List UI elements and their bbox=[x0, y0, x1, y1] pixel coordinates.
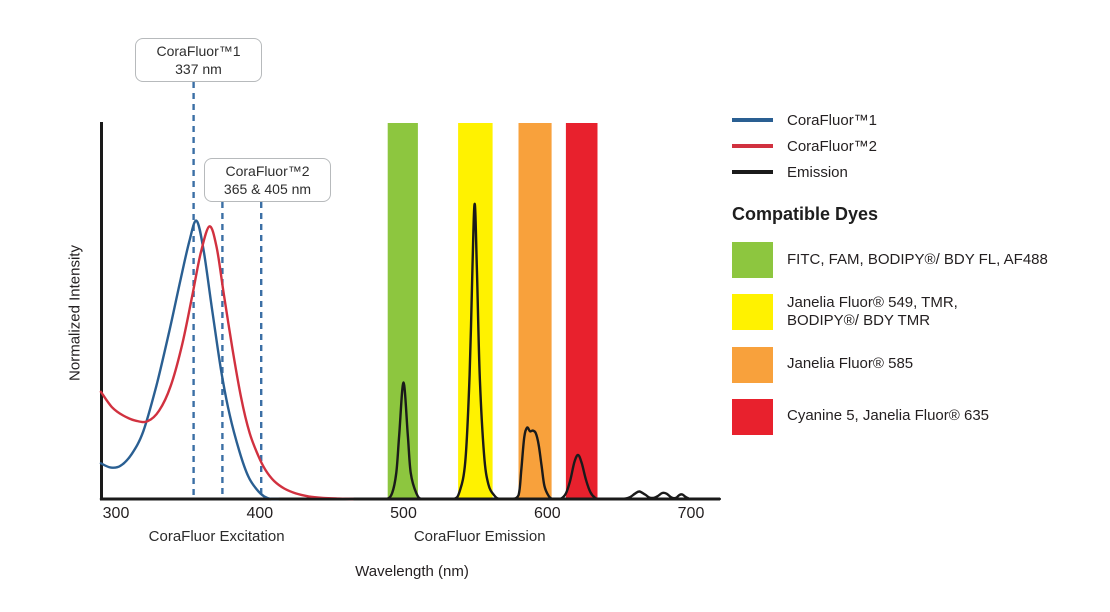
x-axis-label: Wavelength (nm) bbox=[355, 563, 469, 580]
legend-label: Emission bbox=[787, 163, 848, 181]
dye-label-line: Cyanine 5, Janelia Fluor® 635 bbox=[787, 407, 990, 425]
dye-label: Cyanine 5, Janelia Fluor® 635 bbox=[787, 407, 989, 425]
plot-area bbox=[99, 82, 721, 501]
dye-label-line: FITC, FAM, BODIPY®/ BDY FL, AF488 bbox=[787, 250, 1048, 268]
excitation-section-label: CoraFluor Excitation bbox=[148, 528, 285, 545]
legend-item-corafluor2: CoraFluor™2 bbox=[732, 135, 1104, 157]
filter-band bbox=[387, 123, 418, 499]
compatible-dyes-heading: Compatible Dyes bbox=[732, 204, 879, 224]
green-filter-swatch bbox=[732, 242, 773, 278]
callout-corafluor1-337nm: CoraFluor™1 337 nm bbox=[135, 38, 262, 82]
dye-label: Janelia Fluor® 585 bbox=[787, 355, 913, 373]
filter-band bbox=[458, 123, 493, 499]
legend-label: CoraFluor™2 bbox=[787, 137, 878, 155]
legend-panel: CoraFluor™1 CoraFluor™2 Emission Compati… bbox=[732, 109, 1104, 451]
corafluor2-line-swatch bbox=[732, 144, 773, 148]
callout-value: 337 nm bbox=[175, 61, 222, 77]
yellow-filter-swatch bbox=[732, 294, 773, 331]
series-curve-0 bbox=[99, 219, 280, 501]
emission-section-label: CoraFluor Emission bbox=[413, 528, 546, 545]
red-filter-swatch bbox=[732, 398, 773, 435]
x-tick-label: 300 bbox=[102, 505, 130, 522]
y-axis-label: Normalized Intensity bbox=[66, 245, 84, 381]
callout-title: CoraFluor™2 bbox=[225, 162, 310, 179]
dye-label-line: Janelia Fluor® 549, TMR, bbox=[787, 294, 958, 311]
callout-value: 365 & 405 nm bbox=[223, 181, 312, 197]
orange-filter-swatch bbox=[732, 346, 773, 383]
legend-item-emission: Emission bbox=[732, 161, 1104, 183]
legend-label: CoraFluor™1 bbox=[787, 111, 878, 129]
x-tick-label: 400 bbox=[246, 505, 274, 522]
callout-corafluor2-365-405nm: CoraFluor™2 365 & 405 nm bbox=[204, 158, 331, 202]
callout-title: CoraFluor™1 bbox=[156, 42, 241, 59]
x-tick-label: 700 bbox=[677, 505, 705, 522]
x-tick-label: 500 bbox=[390, 505, 417, 522]
dye-item-green: FITC, FAM, BODIPY®/ BDY FL, AF488 bbox=[732, 242, 1104, 278]
emission-line-swatch bbox=[732, 170, 773, 174]
legend-item-corafluor1: CoraFluor™1 bbox=[732, 109, 1104, 131]
dye-item-orange: Janelia Fluor® 585 bbox=[732, 346, 1104, 383]
dye-label: Janelia Fluor® 549, TMR, BODIPY®/ BDY TM… bbox=[787, 294, 958, 331]
series-curve-1 bbox=[99, 225, 355, 501]
dye-item-red: Cyanine 5, Janelia Fluor® 635 bbox=[732, 398, 1104, 435]
filter-band bbox=[565, 123, 598, 499]
x-tick-label: 600 bbox=[533, 505, 561, 522]
dye-label-line: BODIPY®/ BDY TMR bbox=[787, 312, 931, 330]
corafluor1-line-swatch bbox=[732, 118, 773, 122]
dye-item-yellow: Janelia Fluor® 549, TMR, BODIPY®/ BDY TM… bbox=[732, 294, 1104, 331]
dye-label-line: Janelia Fluor® 585 bbox=[787, 355, 914, 373]
dye-label: FITC, FAM, BODIPY®/ BDY FL, AF488 bbox=[787, 251, 1048, 269]
series-curve-2 bbox=[99, 202, 721, 501]
